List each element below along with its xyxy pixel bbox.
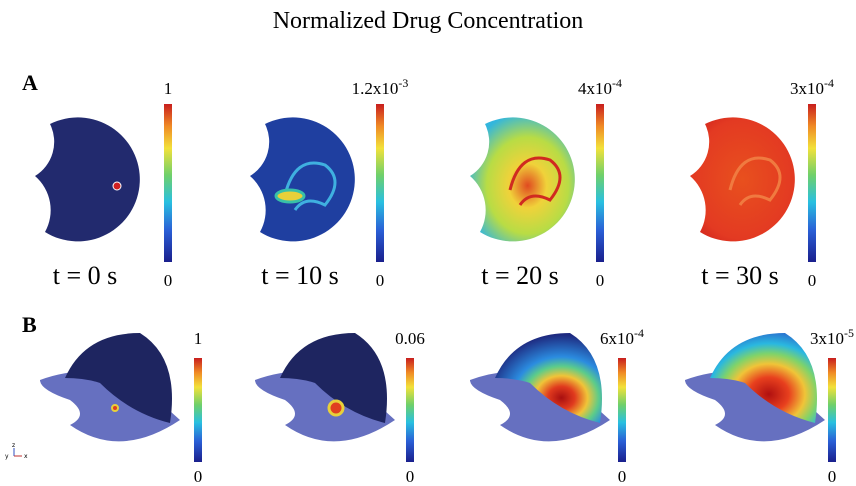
label-base: 1 <box>164 79 173 98</box>
colorbar-min-label: 0 <box>164 271 173 290</box>
colorbar <box>828 358 836 462</box>
colorbar <box>596 104 604 262</box>
label-exponent: -4 <box>824 76 834 90</box>
colorbar <box>618 358 626 462</box>
figure-title: Normalized Drug Concentration <box>273 8 584 34</box>
drug-spot <box>113 182 121 190</box>
colorbar-min-label: 0 <box>376 271 385 290</box>
colorbar-max-label: 3x10-5 <box>810 326 854 348</box>
figure: Normalized Drug Concentration A 1 0 t = 0 s 1… <box>0 0 856 486</box>
colorbar-max-label: 6x10-4 <box>600 326 644 348</box>
axes-triad: zy x <box>5 442 28 460</box>
label-exponent: -4 <box>634 326 644 340</box>
label-base: 1 <box>194 329 203 348</box>
colorbar-max-label: 0.06 <box>395 329 425 348</box>
colorbar-min-label: 0 <box>596 271 605 290</box>
label-base: 1.2x10 <box>352 79 399 98</box>
colorbar-min-label: 0 <box>618 467 627 486</box>
label-base: 3x10 <box>810 329 844 348</box>
label-exponent: -4 <box>612 76 622 90</box>
colorbar-max-label: 1 <box>194 329 203 348</box>
crescent-shape <box>250 117 355 241</box>
time-label: t = 30 s <box>701 261 779 290</box>
label-base: 4x10 <box>578 79 612 98</box>
triad-label: y <box>5 453 9 460</box>
hotspot <box>276 190 304 202</box>
panel-label: A <box>22 70 38 95</box>
panel-label: B <box>22 312 37 337</box>
time-label: t = 20 s <box>481 261 559 290</box>
drug-spot <box>112 405 118 411</box>
colorbar-max-label: 1.2x10-3 <box>352 76 409 98</box>
label-exponent: -3 <box>398 76 408 90</box>
colorbar <box>808 104 816 262</box>
crescent-shape <box>35 117 140 241</box>
colorbar-max-label: 4x10-4 <box>578 76 622 98</box>
label-base: 6x10 <box>600 329 634 348</box>
label-exponent: -5 <box>844 326 854 340</box>
colorbar <box>164 104 172 262</box>
triad-label: x <box>24 453 28 460</box>
time-label: t = 0 s <box>53 261 118 290</box>
colorbar <box>194 358 202 462</box>
colorbar-min-label: 0 <box>194 467 203 486</box>
colorbar-max-label: 1 <box>164 79 173 98</box>
colorbar <box>406 358 414 462</box>
label-base: 3x10 <box>790 79 824 98</box>
label-base: 0.06 <box>395 329 425 348</box>
colorbar-max-label: 3x10-4 <box>790 76 834 98</box>
colorbar-min-label: 0 <box>808 271 817 290</box>
triad-label: z <box>12 442 15 449</box>
drug-spot <box>329 401 343 415</box>
colorbar-min-label: 0 <box>406 467 415 486</box>
colorbar <box>376 104 384 262</box>
colorbar-min-label: 0 <box>828 467 837 486</box>
time-label: t = 10 s <box>261 261 339 290</box>
